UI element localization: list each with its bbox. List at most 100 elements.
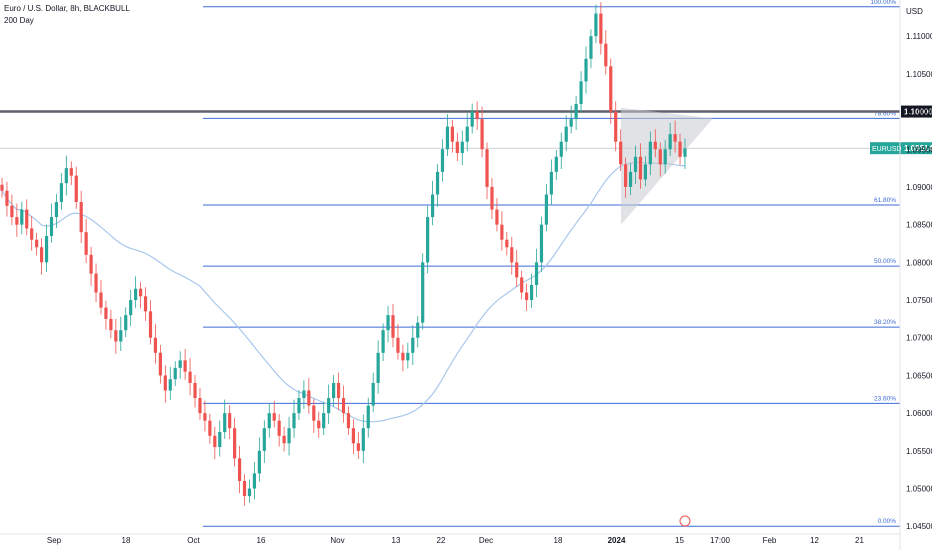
candle-body: [317, 420, 321, 429]
candle-body: [361, 428, 365, 451]
candle-body: [322, 413, 326, 429]
candle-body: [396, 337, 400, 353]
candle-body: [188, 371, 192, 383]
candle-body: [35, 239, 39, 248]
candle-body: [173, 367, 177, 380]
price-tick-label: 1.07500: [906, 296, 932, 305]
candle-body: [49, 217, 54, 236]
candle-body: [104, 307, 108, 319]
candle-body: [252, 473, 257, 489]
candle-body: [272, 413, 276, 421]
candle-body: [0, 184, 4, 191]
candle-body: [544, 194, 549, 225]
candle-body: [134, 288, 138, 301]
candle-body: [158, 352, 162, 376]
candle-body: [628, 171, 633, 187]
event-marker-icon: [679, 515, 691, 527]
indicator-label: 200 Day: [4, 16, 34, 25]
fib-label: 100.00%: [870, 0, 896, 6]
candle-body: [411, 337, 415, 353]
price-tick-label: 1.10500: [906, 70, 932, 79]
candle-body: [525, 292, 529, 301]
time-tick-label: 18: [554, 536, 563, 545]
candle-body: [233, 428, 237, 459]
last-price-label: 1.09514: [904, 144, 932, 153]
candle-body: [520, 277, 524, 293]
candle-body: [356, 443, 360, 451]
candle-body: [381, 330, 385, 353]
resistance-price-badge: [901, 105, 932, 118]
candle-body: [569, 119, 573, 127]
time-tick-label: 15: [675, 536, 684, 545]
time-axis: Sep 18 Oct 16 Nov 13 22 Dec 18 2024 15 17:00 Feb 12 21: [0, 533, 900, 545]
candle-body: [109, 318, 113, 331]
fibonacci-levels: 100.00% 78.60% 61.80% 50.00% 38.20% 23.60% 0.0…: [203, 0, 900, 527]
fib-label: 61.80%: [874, 197, 896, 204]
symbol-label: EURUSD: [872, 146, 902, 153]
candle-body: [203, 413, 207, 421]
candle-body: [351, 428, 355, 444]
candle-body: [445, 126, 450, 150]
candle-body: [643, 164, 648, 180]
candle-body: [287, 428, 291, 444]
time-tick-label: 17:00: [710, 536, 731, 545]
candle-body: [79, 202, 83, 233]
price-tick-label: 1.11000: [906, 32, 932, 41]
moving-average-line: [1, 161, 685, 423]
candle-body: [668, 134, 672, 150]
price-tick-label: 1.04500: [906, 522, 932, 531]
price-tick-label: 1.07000: [906, 334, 932, 343]
candle-body: [94, 273, 98, 293]
candle-body: [421, 262, 425, 323]
candle-body: [143, 296, 148, 312]
candle-body: [198, 398, 202, 414]
chart-title: Euro / U.S. Dollar, 8h, BLACKBULL: [4, 4, 130, 13]
price-tick-label: 1.06500: [906, 371, 932, 380]
candle-body: [624, 164, 628, 187]
time-tick-label: 2024: [608, 536, 626, 545]
candle-body: [10, 205, 14, 218]
candle-body: [619, 141, 623, 165]
time-tick-label: 18: [122, 536, 131, 545]
candle-body: [124, 315, 128, 331]
candle-body: [510, 247, 514, 263]
candle-body: [495, 209, 499, 225]
candle-body: [475, 111, 479, 120]
fib-label: 0.00%: [878, 518, 897, 525]
fib-label: 78.60%: [874, 110, 896, 117]
candle-body: [297, 398, 301, 414]
price-tick-label: 1.05000: [906, 485, 932, 494]
price-tick-label: 1.08000: [906, 258, 932, 267]
candle-body: [341, 398, 346, 414]
candle-body: [480, 119, 484, 150]
candle-body: [579, 81, 583, 105]
candle-body: [44, 235, 49, 263]
candle-body: [228, 413, 232, 429]
candle-body: [589, 36, 593, 59]
triangle-pattern: [621, 107, 713, 225]
candle-body: [247, 488, 252, 497]
candle-body: [5, 190, 9, 206]
candle-body: [574, 104, 578, 120]
candle-body: [465, 126, 469, 142]
time-tick-label: Feb: [763, 536, 777, 545]
price-tick-label: 1.05500: [906, 447, 932, 456]
candle-body: [564, 126, 568, 142]
candle-body: [15, 217, 19, 225]
candle-body: [658, 149, 662, 165]
time-tick-label: Nov: [330, 536, 344, 545]
price-axis: USD 1.11000 1.10500 1.10000 1.09500 1.09000 1.…: [899, 0, 932, 550]
candle-body: [391, 315, 395, 338]
candle-body: [460, 141, 464, 154]
candle-body: [534, 262, 539, 285]
candle-body: [307, 390, 311, 406]
candle-body: [59, 183, 63, 203]
candle-body: [99, 292, 103, 308]
chart-overlay: 1.10000 EURUSD 1.09514: [0, 105, 932, 527]
candle-body: [237, 458, 242, 481]
candle-body: [119, 330, 123, 342]
candle-body: [336, 382, 341, 399]
candle-body: [208, 420, 212, 436]
candle-body: [633, 156, 638, 172]
